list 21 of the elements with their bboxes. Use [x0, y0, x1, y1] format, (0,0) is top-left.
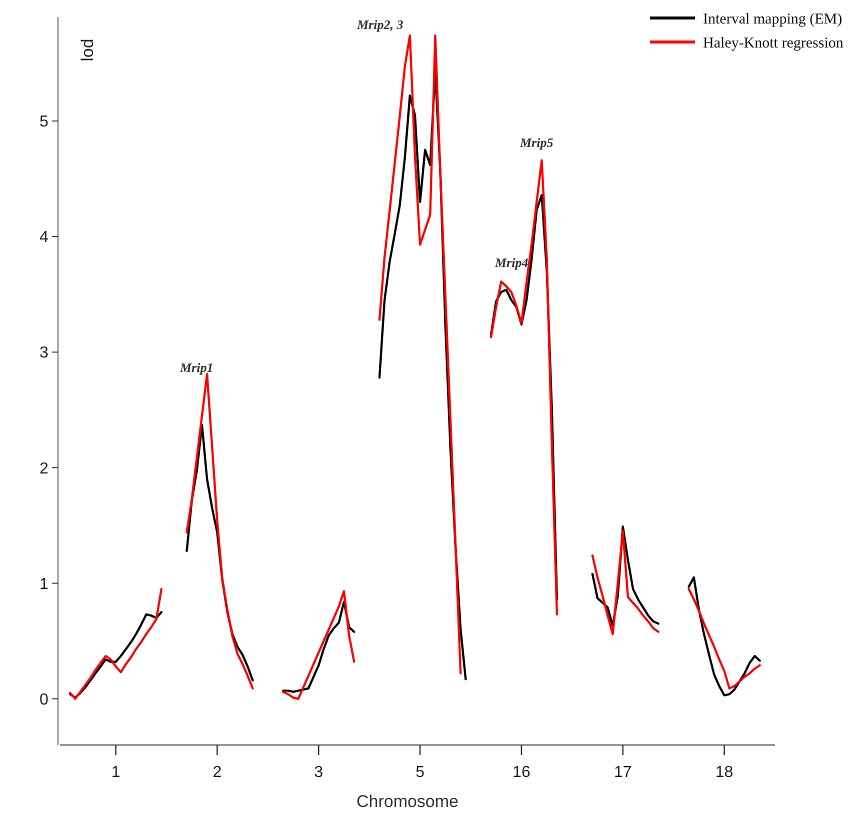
x-tick-label: 16	[512, 764, 530, 781]
annotation: Mrip1	[179, 360, 214, 375]
y-tick-label: 0	[40, 691, 49, 708]
annotation: Mrip2, 3	[356, 17, 404, 32]
y-tick-label: 3	[40, 344, 49, 362]
legend-label: Interval mapping (EM)	[703, 11, 842, 28]
x-tick-label: 5	[416, 764, 425, 781]
x-axis-title: Chromosome	[356, 792, 459, 811]
y-tick-label: 1	[40, 576, 49, 593]
y-axis-title: lod	[78, 38, 97, 62]
x-tick-label: 1	[111, 764, 120, 781]
legend-label: Haley-Knott regression	[703, 35, 844, 52]
x-tick-label: 18	[715, 764, 734, 781]
x-tick-label: 2	[212, 764, 222, 781]
y-tick-label: 5	[40, 114, 49, 131]
x-tick-label: 17	[614, 764, 632, 781]
annotation: Mrip4	[494, 255, 529, 270]
x-tick-label: 3	[314, 764, 324, 781]
y-tick-label: 2	[40, 460, 49, 478]
annotation: Mrip5	[519, 135, 554, 150]
y-tick-label: 4	[40, 229, 49, 246]
